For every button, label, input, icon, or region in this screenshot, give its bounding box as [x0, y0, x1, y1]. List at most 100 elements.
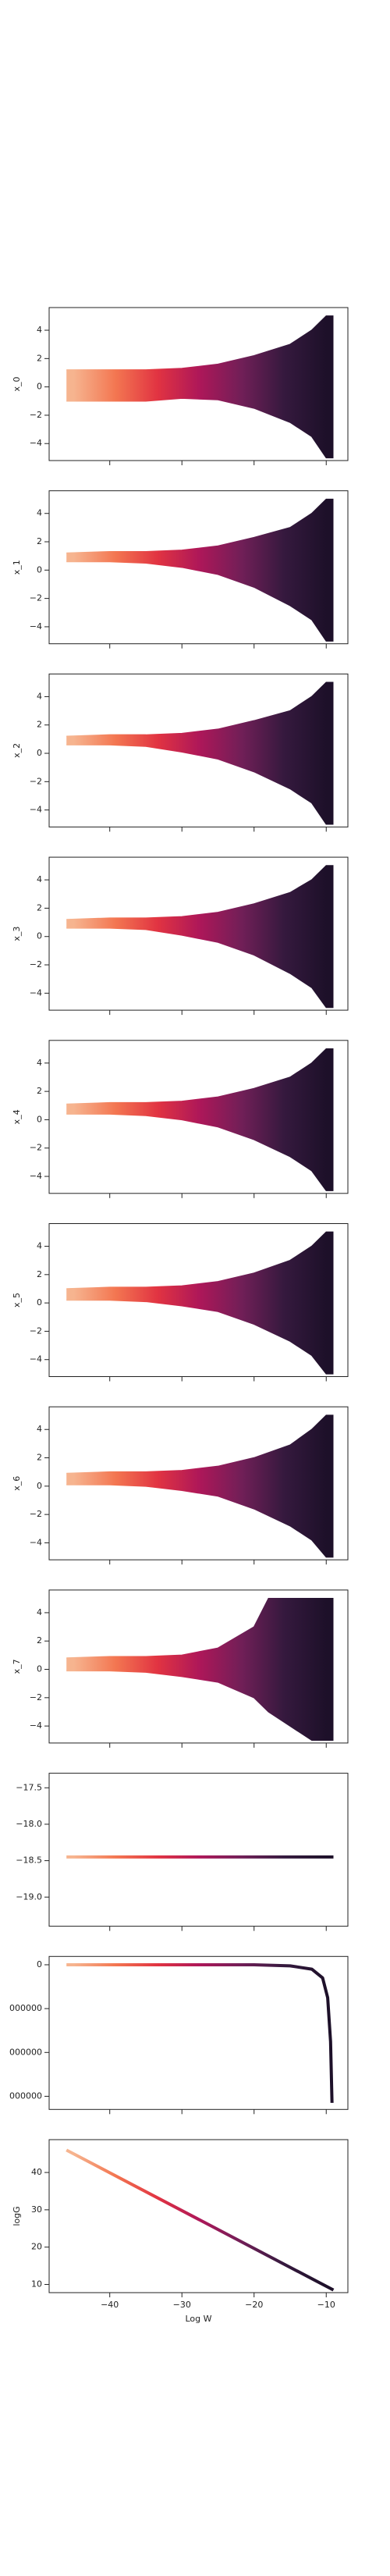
y-tick-label: −4: [30, 1171, 42, 1181]
panel: [66, 681, 334, 825]
y-axis-label: x_5: [12, 1293, 22, 1308]
point-cloud: [66, 315, 334, 458]
y-tick-label: −4: [30, 805, 42, 815]
panel: [66, 1231, 334, 1375]
y-tick-label: 10: [31, 2279, 42, 2289]
cloud-edge: [66, 1598, 334, 1659]
y-tick-label: 2: [37, 902, 42, 913]
y-axis-label: x_3: [12, 927, 22, 941]
panel: [66, 498, 334, 642]
data-line: [66, 1962, 334, 2103]
y-tick-label: 4: [37, 1424, 42, 1434]
y-axis-label: x_4: [12, 1109, 22, 1124]
cloud-edge: [66, 681, 334, 738]
panel: [66, 315, 334, 459]
y-tick-label: 0: [37, 931, 42, 941]
x-tick-label: −40: [101, 2300, 119, 2310]
panel: [66, 1598, 334, 1742]
axes-frame: [48, 1955, 349, 2110]
panel: [66, 1048, 334, 1191]
cloud-edge: [66, 1484, 334, 1558]
cloud-edge: [66, 1299, 334, 1375]
axes-frame: [48, 1040, 349, 1194]
x-axis-label: Log W: [185, 2314, 211, 2324]
point-cloud: [66, 1415, 334, 1557]
cloud-edge: [66, 1414, 334, 1475]
y-tick-label: 4: [37, 1241, 42, 1251]
y-tick-label: −4: [30, 987, 42, 998]
y-tick-label: 0: [37, 1114, 42, 1124]
y-tick-label: 0: [37, 1959, 42, 1969]
y-tick-label: 40: [31, 2167, 42, 2177]
y-tick-label: 4: [37, 691, 42, 701]
y-tick-label: −19.0: [16, 1891, 42, 1902]
cloud-edge: [66, 865, 334, 920]
cloud-edge: [66, 397, 334, 459]
axes-frame: [48, 1589, 349, 1744]
y-axis-label: x_6: [12, 1476, 22, 1491]
y-tick-label: −17.5: [16, 1782, 42, 1792]
cloud-edge: [66, 1231, 334, 1290]
cloud-edge: [66, 1048, 334, 1105]
y-tick-label: 2: [37, 1086, 42, 1096]
y-tick-label: 0: [37, 748, 42, 758]
panel: [66, 865, 334, 1009]
cloud-edge: [66, 498, 334, 554]
cloud-edge: [66, 1113, 334, 1191]
y-tick-label: 20: [31, 2242, 42, 2252]
y-tick-label: −4: [30, 438, 42, 448]
point-cloud: [66, 1598, 334, 1741]
y-axis-label: x_1: [12, 560, 22, 575]
point-cloud: [66, 682, 334, 824]
cloud-edge: [66, 315, 334, 371]
panel: [66, 2148, 335, 2292]
y-tick-label: −2: [30, 1325, 42, 1336]
cloud-edge: [66, 927, 334, 1009]
y-axis-label: x_7: [12, 1659, 22, 1674]
y-tick-label: −4: [30, 1354, 42, 1364]
axes-frame: [48, 307, 349, 461]
x-tick-label: −30: [173, 2300, 191, 2310]
y-tick-label: −2: [30, 1692, 42, 1703]
y-tick-label: 4: [37, 1058, 42, 1068]
y-tick-label: 000000: [9, 2047, 42, 2057]
data-line: [66, 2148, 335, 2292]
axes-frame: [48, 1773, 349, 1927]
point-cloud: [66, 1232, 334, 1374]
y-tick-label: 0: [37, 1481, 42, 1491]
axes-frame: [48, 673, 349, 827]
y-tick-label: 0: [37, 1664, 42, 1674]
panel: [66, 1414, 334, 1558]
point-cloud: [66, 1048, 334, 1191]
y-tick-label: 30: [31, 2204, 42, 2215]
axes-frame: [48, 856, 349, 1011]
y-tick-label: 000000: [9, 2090, 42, 2101]
y-tick-label: 0: [37, 1297, 42, 1308]
y-tick-label: 2: [37, 536, 42, 546]
y-tick-label: −4: [30, 1720, 42, 1731]
x-tick-label: −20: [245, 2300, 263, 2310]
y-tick-label: 2: [37, 353, 42, 363]
panel: [66, 1962, 334, 2103]
y-tick-label: −18.5: [16, 1856, 42, 1866]
cloud-edge: [66, 560, 334, 642]
y-tick-label: −4: [30, 621, 42, 632]
y-tick-label: 4: [37, 874, 42, 884]
y-tick-label: −2: [30, 776, 42, 786]
y-tick-label: 0: [37, 382, 42, 392]
y-tick-label: 2: [37, 1635, 42, 1646]
y-tick-label: −2: [30, 410, 42, 420]
y-tick-label: 000000: [9, 2003, 42, 2013]
y-axis-label: logG: [12, 2206, 22, 2226]
axes-frame: [48, 2139, 349, 2293]
axes-frame: [48, 1223, 349, 1377]
y-tick-label: 2: [37, 720, 42, 730]
y-tick-label: −2: [30, 1509, 42, 1519]
y-tick-label: 4: [37, 325, 42, 335]
y-tick-label: 2: [37, 1269, 42, 1279]
y-tick-label: −2: [30, 959, 42, 970]
axes-frame: [48, 490, 349, 645]
y-tick-label: −2: [30, 1143, 42, 1153]
y-tick-label: 0: [37, 564, 42, 575]
